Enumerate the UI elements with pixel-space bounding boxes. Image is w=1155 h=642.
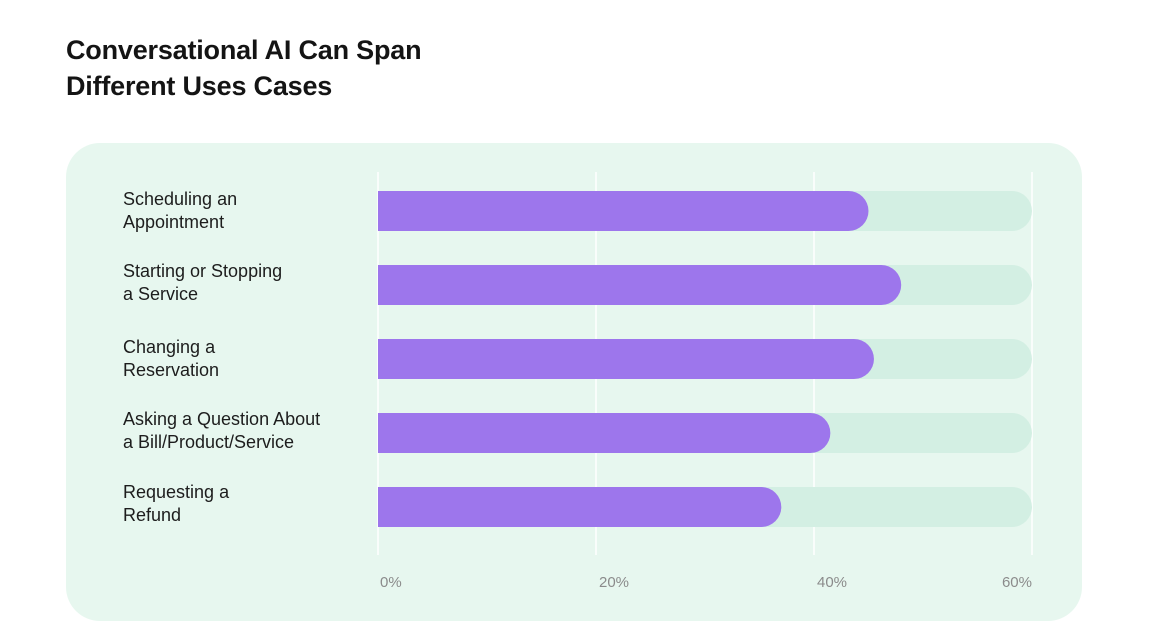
x-tick-label: 60% — [1002, 574, 1032, 591]
category-label-line: a Service — [123, 284, 199, 304]
chart-title: Conversational AI Can Span Different Use… — [66, 32, 422, 104]
bar-left-cap — [378, 413, 398, 453]
chart-title-line-1: Conversational AI Can Span — [66, 35, 422, 65]
category-label-line: Reservation — [123, 360, 220, 380]
category-label-line: Asking a Question About — [123, 409, 321, 429]
bar — [378, 413, 831, 453]
category-label-asking-question: Asking a Question About a Bill/Product/S… — [123, 408, 373, 454]
bar — [378, 191, 869, 231]
category-label-changing-reservation: Changing a Reservation — [123, 336, 373, 382]
category-label-starting-stopping: Starting or Stopping a Service — [123, 260, 373, 306]
x-tick-label: 20% — [599, 574, 629, 591]
bar — [378, 487, 782, 527]
x-tick-label: 0% — [380, 574, 402, 591]
category-label-line: Appointment — [123, 212, 225, 232]
x-tick-label: 40% — [817, 574, 847, 591]
category-label-line: Starting or Stopping — [123, 261, 283, 281]
bar-left-cap — [378, 265, 398, 305]
category-label-scheduling: Scheduling an Appointment — [123, 188, 373, 234]
category-label-line: Changing a — [123, 337, 216, 357]
category-label-line: Refund — [123, 505, 182, 525]
category-label-line: a Bill/Product/Service — [123, 432, 295, 452]
bar-left-cap — [378, 487, 398, 527]
chart-title-line-2: Different Uses Cases — [66, 71, 333, 101]
bar-left-cap — [378, 191, 398, 231]
category-label-line: Scheduling an — [123, 189, 238, 209]
category-label-requesting-refund: Requesting a Refund — [123, 481, 373, 527]
bar-left-cap — [378, 339, 398, 379]
bar — [378, 265, 902, 305]
bar — [378, 339, 874, 379]
category-label-line: Requesting a — [123, 482, 230, 502]
